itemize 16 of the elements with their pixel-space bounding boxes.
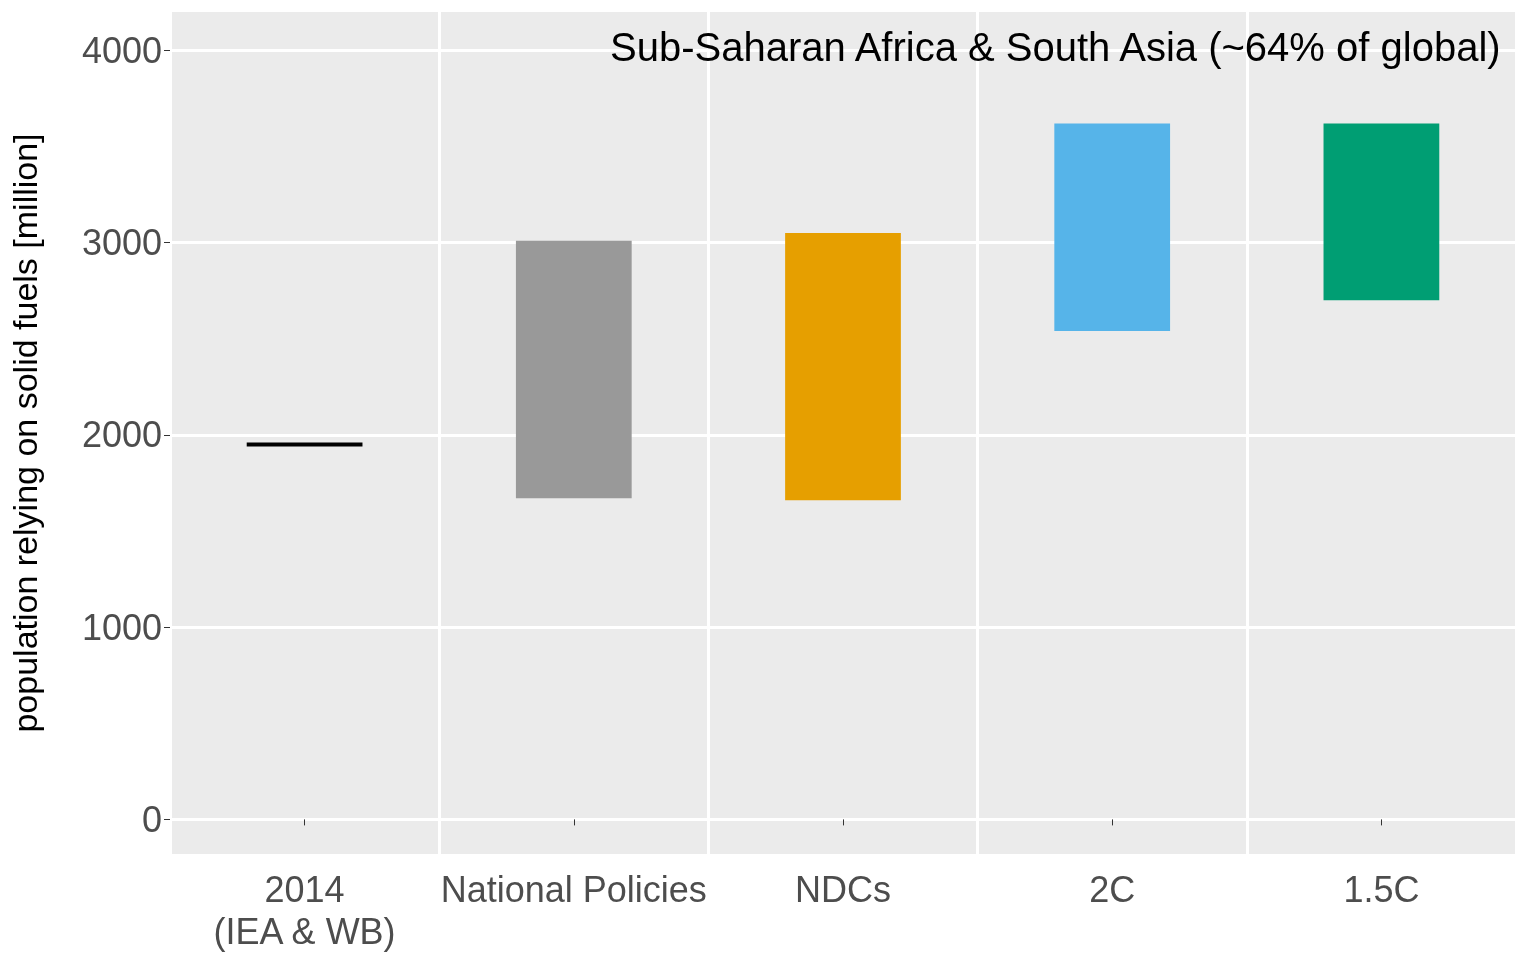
y-tick-label: 2000 (81, 414, 162, 456)
x-tick-label: NDCs (795, 868, 891, 910)
bar (1323, 123, 1440, 301)
y-tick-label: 3000 (81, 222, 162, 264)
y-axis-title: population relying on solid fuels [million] (6, 133, 44, 733)
y-tick-label: 0 (141, 798, 162, 840)
bar (515, 240, 632, 499)
x-tick-label: National Policies (440, 868, 707, 910)
y-tick-label: 1000 (81, 606, 162, 648)
bar (1054, 123, 1171, 332)
x-tick-label: 2014 (IEA & WB) (213, 868, 396, 952)
x-tick-label: 2C (1089, 868, 1136, 910)
y-tick-label: 4000 (81, 29, 162, 71)
bar (785, 233, 901, 501)
x-tick-label: 1.5C (1343, 868, 1420, 910)
chart-title: Sub-Saharan Africa & South Asia (~64% of global) (610, 25, 1501, 69)
